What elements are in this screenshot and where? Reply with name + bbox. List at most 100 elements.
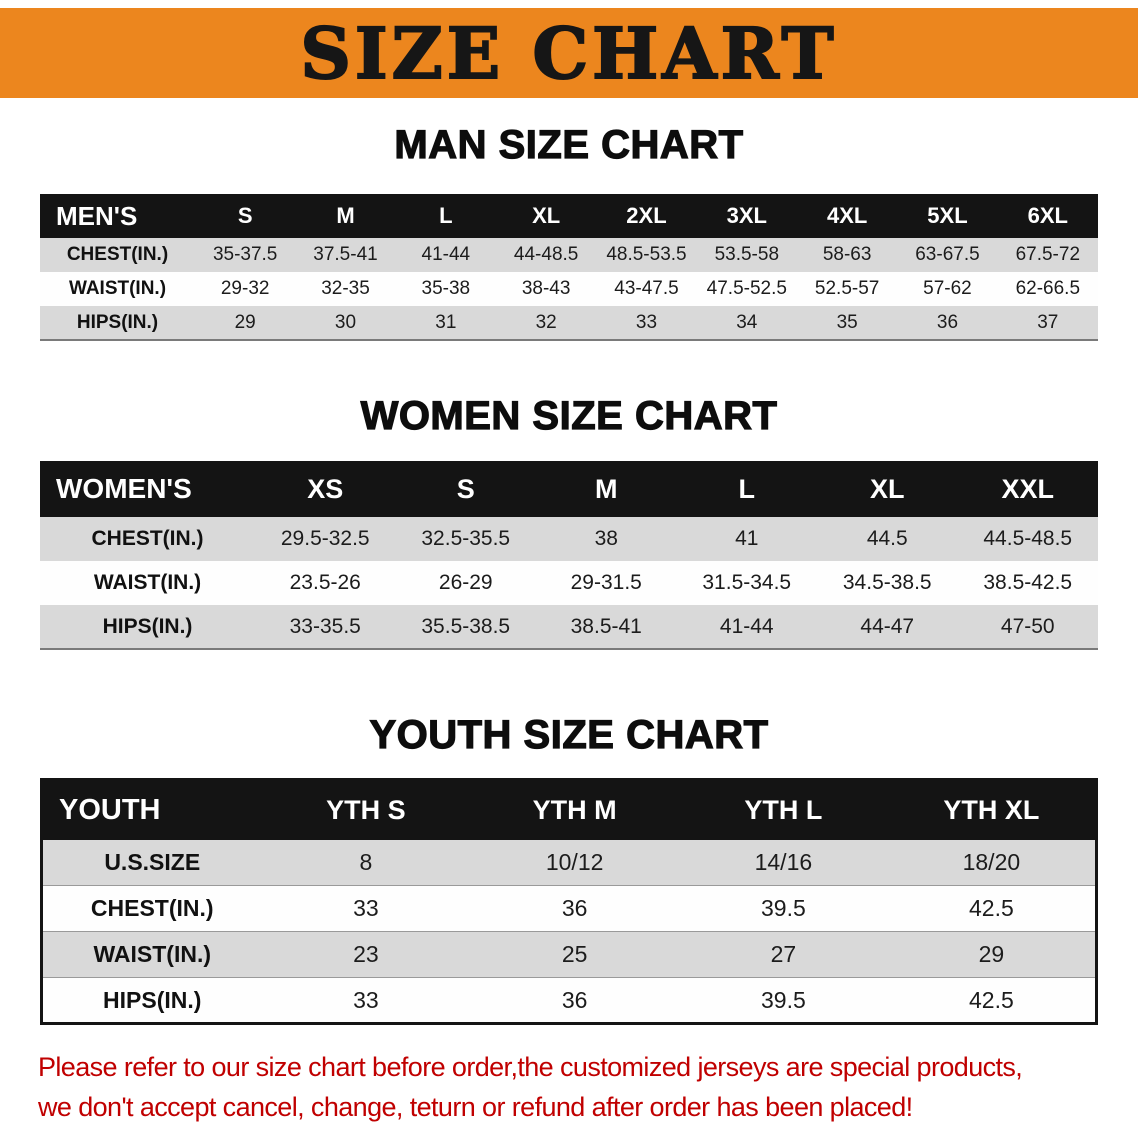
men-size-section: MAN SIZE CHART MEN'S S M L XL 2XL 3XL 4XL 5XL 6XL… — [0, 122, 1138, 341]
measurement-label: HIPS(IN.) — [41, 977, 262, 1024]
youth-section-heading: YOUTH SIZE CHART — [369, 712, 769, 757]
size-column-header: YTH L — [679, 779, 888, 840]
size-value-cell: 25 — [470, 931, 679, 978]
disclaimer-line-2: we don't accept cancel, change, teturn o… — [38, 1092, 913, 1122]
size-value-cell: 10/12 — [470, 839, 679, 886]
size-value-cell: 29 — [195, 306, 296, 340]
size-value-cell: 38 — [536, 517, 677, 561]
size-column-header: S — [195, 194, 296, 238]
size-column-header: M — [536, 461, 677, 517]
measurement-label: U.S.SIZE — [41, 839, 262, 886]
size-value-cell: 38-43 — [495, 272, 597, 306]
size-value-cell: 58-63 — [796, 238, 898, 272]
measurement-label: CHEST(IN.) — [41, 885, 262, 932]
size-column-header: M — [295, 194, 396, 238]
size-column-header: YTH M — [470, 779, 679, 840]
table-title-cell: YOUTH — [41, 779, 262, 840]
size-chart-page: SIZE CHART MAN SIZE CHART MEN'S S M L XL 2XL 3… — [0, 8, 1138, 1127]
size-value-cell: 30 — [295, 306, 396, 340]
table-title-cell: MEN'S — [40, 194, 195, 238]
size-value-cell: 33 — [261, 885, 471, 932]
size-value-cell: 44.5 — [817, 517, 958, 561]
measurement-label: WAIST(IN.) — [41, 931, 262, 978]
measurement-label: WAIST(IN.) — [40, 561, 255, 605]
size-chart-banner: SIZE CHART — [0, 8, 1138, 98]
size-value-cell: 35 — [796, 306, 898, 340]
measurement-label: CHEST(IN.) — [40, 517, 255, 561]
size-value-cell: 63-67.5 — [897, 238, 998, 272]
size-value-cell: 29-32 — [195, 272, 296, 306]
size-value-cell: 23 — [261, 931, 471, 978]
size-value-cell: 33 — [261, 977, 471, 1024]
table-row: CHEST(IN.) 33 36 39.5 42.5 — [41, 885, 1097, 932]
page-title: SIZE CHART — [299, 11, 838, 96]
size-value-cell: 36 — [897, 306, 998, 340]
size-value-cell: 31 — [395, 306, 496, 340]
size-value-cell: 32.5-35.5 — [395, 517, 536, 561]
size-value-cell: 41-44 — [676, 605, 817, 649]
size-value-cell: 38.5-41 — [536, 605, 677, 649]
size-column-header: L — [395, 194, 496, 238]
size-value-cell: 47-50 — [957, 605, 1098, 649]
size-value-cell: 42.5 — [887, 885, 1097, 932]
table-row: CHEST(IN.) 29.5-32.5 32.5-35.5 38 41 44.5 44.5… — [40, 517, 1098, 561]
size-value-cell: 44-47 — [817, 605, 958, 649]
size-value-cell: 35.5-38.5 — [395, 605, 536, 649]
size-column-header: 6XL — [997, 194, 1098, 238]
size-value-cell: 44-48.5 — [495, 238, 597, 272]
size-value-cell: 23.5-26 — [255, 561, 396, 605]
size-value-cell: 26-29 — [395, 561, 536, 605]
size-value-cell: 29.5-32.5 — [255, 517, 396, 561]
table-row: CHEST(IN.) 35-37.5 37.5-41 41-44 44-48.5 48.5… — [40, 238, 1098, 272]
size-value-cell: 57-62 — [897, 272, 998, 306]
size-value-cell: 29-31.5 — [536, 561, 677, 605]
table-row: WAIST(IN.) 23.5-26 26-29 29-31.5 31.5-34.5 34… — [40, 561, 1098, 605]
size-value-cell: 67.5-72 — [997, 238, 1098, 272]
size-value-cell: 41 — [676, 517, 817, 561]
table-header-row: WOMEN'S XS S M L XL XXL — [40, 461, 1098, 517]
men-size-table: MEN'S S M L XL 2XL 3XL 4XL 5XL 6XL CHEST(IN.) 35-37… — [40, 194, 1098, 341]
size-value-cell: 34.5-38.5 — [817, 561, 958, 605]
disclaimer-note: Please refer to our size chart before or… — [38, 1047, 1138, 1127]
size-value-cell: 34 — [696, 306, 797, 340]
table-title-cell: WOMEN'S — [40, 461, 255, 517]
women-size-section: WOMEN SIZE CHART WOMEN'S XS S M L XL XXL CHEST(… — [0, 393, 1138, 650]
size-column-header: XXL — [957, 461, 1098, 517]
size-column-header: S — [395, 461, 536, 517]
size-value-cell: 35-37.5 — [195, 238, 296, 272]
size-value-cell: 44.5-48.5 — [957, 517, 1098, 561]
measurement-label: WAIST(IN.) — [40, 272, 195, 306]
youth-size-table: YOUTH YTH S YTH M YTH L YTH XL U.S.SIZE 8 10/12… — [40, 778, 1098, 1025]
women-section-heading: WOMEN SIZE CHART — [360, 393, 778, 438]
size-column-header: 4XL — [796, 194, 898, 238]
table-row: HIPS(IN.) 33-35.5 35.5-38.5 38.5-41 41-44 44-… — [40, 605, 1098, 649]
size-value-cell: 14/16 — [679, 839, 888, 886]
size-value-cell: 37.5-41 — [295, 238, 396, 272]
table-row: WAIST(IN.) 23 25 27 29 — [41, 931, 1097, 978]
size-value-cell: 39.5 — [679, 977, 888, 1024]
size-value-cell: 43-47.5 — [596, 272, 697, 306]
size-value-cell: 36 — [470, 885, 679, 932]
table-row: WAIST(IN.) 29-32 32-35 35-38 38-43 43-47.5 47.… — [40, 272, 1098, 306]
size-value-cell: 32 — [495, 306, 597, 340]
size-value-cell: 31.5-34.5 — [676, 561, 817, 605]
size-value-cell: 47.5-52.5 — [696, 272, 797, 306]
size-value-cell: 27 — [679, 931, 888, 978]
size-value-cell: 37 — [997, 306, 1098, 340]
size-column-header: XL — [817, 461, 958, 517]
size-value-cell: 32-35 — [295, 272, 396, 306]
table-row: U.S.SIZE 8 10/12 14/16 18/20 — [41, 839, 1097, 886]
size-column-header: 2XL — [596, 194, 697, 238]
size-value-cell: 42.5 — [887, 977, 1097, 1024]
size-value-cell: 39.5 — [679, 885, 888, 932]
size-value-cell: 48.5-53.5 — [596, 238, 697, 272]
measurement-label: HIPS(IN.) — [40, 306, 195, 340]
table-row: HIPS(IN.) 29 30 31 32 33 34 35 36 37 — [40, 306, 1098, 340]
size-column-header: L — [676, 461, 817, 517]
size-value-cell: 8 — [261, 839, 471, 886]
size-value-cell: 53.5-58 — [696, 238, 797, 272]
size-column-header: XS — [255, 461, 396, 517]
size-column-header: YTH S — [261, 779, 471, 840]
size-column-header: YTH XL — [887, 779, 1097, 840]
size-column-header: 3XL — [696, 194, 797, 238]
